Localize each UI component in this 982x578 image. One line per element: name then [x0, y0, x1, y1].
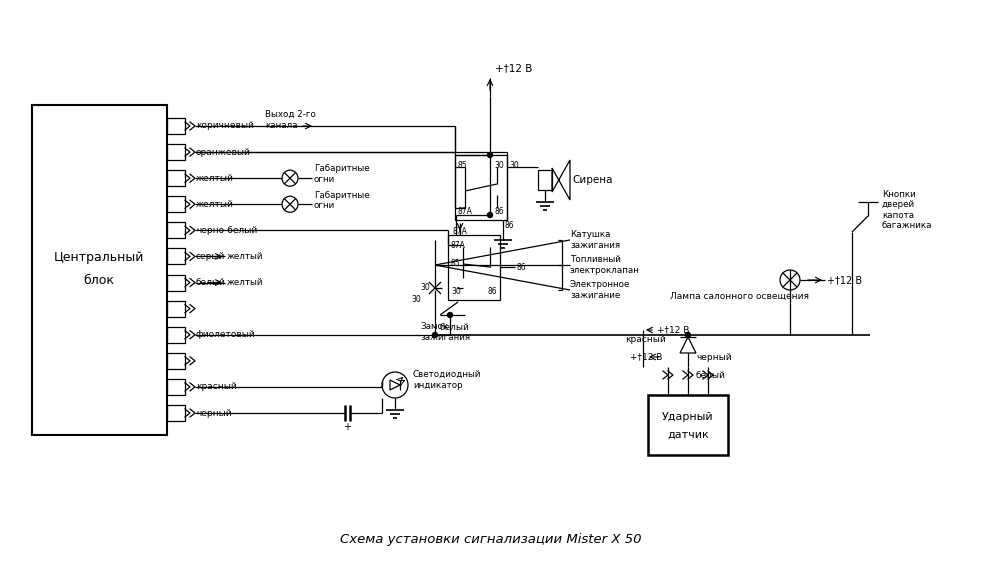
Text: 87A: 87A [451, 240, 465, 250]
Circle shape [448, 313, 453, 317]
Text: Центральный: Центральный [54, 251, 144, 265]
Text: 87A: 87A [458, 208, 473, 217]
Bar [167, 301, 185, 317]
Bar [167, 353, 185, 369]
Text: Сирена: Сирена [572, 175, 613, 185]
Text: Кнопки
дверей
капота
багажника: Кнопки дверей капота багажника [882, 190, 933, 230]
Text: датчик: датчик [667, 430, 709, 440]
Text: черный: черный [696, 353, 732, 361]
Text: +†12 В: +†12 В [630, 353, 663, 361]
Text: 86: 86 [487, 287, 497, 297]
Text: коричневый: коричневый [196, 121, 254, 131]
Text: Выход 2-го
канала: Выход 2-го канала [265, 110, 316, 129]
Text: 85: 85 [458, 161, 467, 169]
Text: Топливный
электроклапан: Топливный электроклапан [570, 255, 640, 275]
Text: 87A: 87A [453, 227, 467, 235]
Text: 85: 85 [451, 258, 461, 268]
Bar [167, 170, 185, 186]
Text: оранжевый: оранжевый [196, 147, 250, 157]
Text: 30: 30 [411, 295, 421, 305]
Bar [448, 235, 500, 300]
Text: красный: красный [626, 335, 667, 344]
Circle shape [685, 332, 690, 338]
Circle shape [432, 332, 438, 338]
Bar [167, 275, 185, 291]
Text: 30: 30 [420, 283, 430, 292]
Text: 86: 86 [517, 262, 526, 272]
Text: 30: 30 [509, 161, 518, 169]
Text: белый: белый [440, 324, 469, 332]
Circle shape [487, 153, 493, 157]
Text: +†12 В: +†12 В [657, 325, 689, 335]
Bar [167, 197, 185, 212]
Bar [167, 144, 185, 160]
Bar [538, 170, 552, 190]
Circle shape [487, 213, 493, 217]
Text: желтый: желтый [227, 252, 263, 261]
Text: Ударный: Ударный [662, 412, 714, 422]
Bar [167, 379, 185, 395]
Text: желтый: желтый [196, 173, 234, 183]
Bar [167, 249, 185, 265]
Text: Лампа салонного освещения: Лампа салонного освещения [670, 291, 809, 301]
Text: Замок
зажигания: Замок зажигания [420, 323, 470, 342]
Bar [648, 395, 728, 455]
Text: фиолетовый: фиолетовый [196, 330, 255, 339]
Text: Катушка
зажигания: Катушка зажигания [570, 230, 620, 250]
Text: +†12 В: +†12 В [827, 275, 862, 285]
Bar [167, 118, 185, 134]
Text: белый: белый [696, 370, 726, 380]
Text: Электронное
зажигание: Электронное зажигание [570, 280, 630, 300]
Text: Габаритные
огни: Габаритные огни [314, 191, 369, 210]
Text: желтый: желтый [196, 200, 234, 209]
Text: Схема установки сигнализации Mister X 50: Схема установки сигнализации Mister X 50 [340, 533, 642, 547]
Text: +†12 В: +†12 В [495, 63, 532, 73]
Text: +: + [343, 422, 351, 432]
Text: желтый: желтый [227, 278, 263, 287]
Text: красный: красный [196, 383, 237, 391]
Text: черный: черный [196, 409, 232, 417]
Bar [167, 223, 185, 238]
Text: Габаритные
огни: Габаритные огни [314, 165, 369, 184]
Text: серый: серый [196, 252, 226, 261]
Text: 86: 86 [494, 208, 504, 217]
Bar [32, 105, 167, 435]
Text: Светодиодный
индикатор: Светодиодный индикатор [413, 370, 481, 390]
Text: блок: блок [83, 273, 115, 287]
Text: 86: 86 [505, 220, 515, 229]
Bar [167, 327, 185, 343]
Text: 30: 30 [494, 161, 504, 169]
Bar [455, 155, 507, 220]
Text: черно-белый: черно-белый [196, 226, 257, 235]
Bar [167, 405, 185, 421]
Text: белый: белый [196, 278, 226, 287]
Text: 30: 30 [451, 287, 461, 297]
